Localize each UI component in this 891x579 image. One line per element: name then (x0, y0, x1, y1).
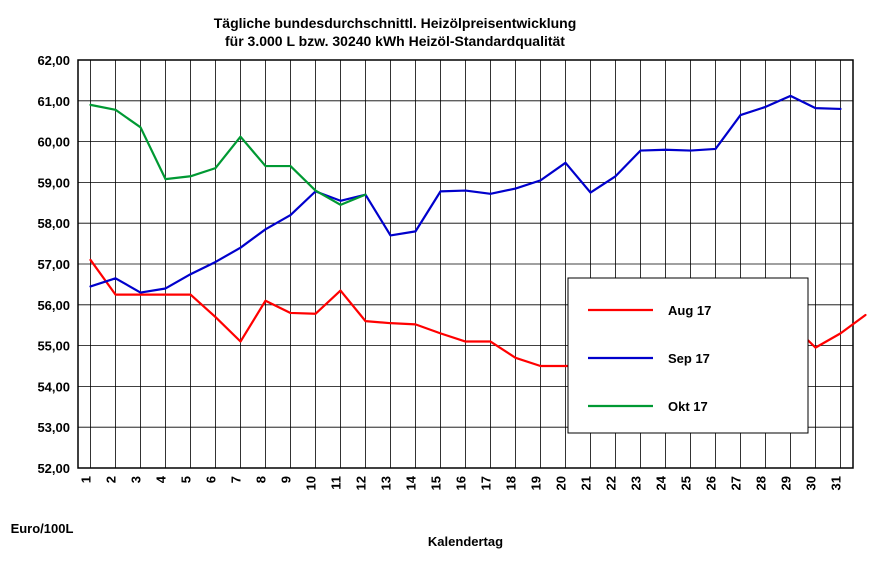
x-tick-label: 11 (329, 476, 344, 490)
legend-label: Aug 17 (668, 303, 711, 318)
x-axis-label: Kalendertag (428, 534, 503, 549)
x-tick-label: 20 (554, 476, 569, 490)
x-tick-label: 19 (529, 476, 544, 490)
x-tick-label: 15 (429, 476, 444, 490)
chart-svg: Tägliche bundesdurchschnittl. Heizölprei… (0, 0, 891, 579)
x-tick-label: 4 (154, 475, 169, 483)
x-tick-label: 29 (779, 476, 794, 490)
x-tick-label: 10 (304, 476, 319, 490)
x-tick-label: 28 (754, 476, 769, 490)
x-tick-label: 16 (454, 476, 469, 490)
x-tick-label: 18 (504, 476, 519, 490)
y-tick-label: 52,00 (37, 461, 70, 476)
x-tick-label: 24 (654, 475, 669, 490)
x-tick-label: 12 (354, 476, 369, 490)
x-tick-label: 8 (254, 476, 269, 483)
chart-container: Tägliche bundesdurchschnittl. Heizölprei… (0, 0, 891, 579)
x-tick-label: 1 (79, 476, 94, 483)
x-tick-label: 9 (279, 476, 294, 483)
x-tick-label: 3 (129, 476, 144, 483)
x-tick-label: 6 (204, 476, 219, 483)
x-tick-label: 25 (679, 476, 694, 490)
x-tick-label: 26 (704, 476, 719, 490)
chart-title-line2: für 3.000 L bzw. 30240 kWh Heizöl-Standa… (225, 33, 565, 49)
x-tick-label: 17 (479, 476, 494, 490)
x-tick-label: 5 (179, 476, 194, 483)
x-tick-label: 23 (629, 476, 644, 490)
x-tick-label: 2 (104, 476, 119, 483)
y-tick-label: 58,00 (37, 216, 70, 231)
y-tick-label: 55,00 (37, 339, 70, 354)
series-line (91, 105, 366, 205)
y-tick-label: 54,00 (37, 379, 70, 394)
legend-label: Okt 17 (668, 399, 708, 414)
y-tick-label: 56,00 (37, 298, 70, 313)
y-tick-label: 60,00 (37, 135, 70, 150)
chart-title-line1: Tägliche bundesdurchschnittl. Heizölprei… (214, 15, 577, 31)
x-tick-label: 27 (729, 476, 744, 490)
x-tick-label: 14 (404, 475, 419, 490)
x-tick-label: 31 (829, 476, 844, 490)
y-unit-label: Euro/100L (11, 521, 74, 536)
y-tick-label: 61,00 (37, 94, 70, 109)
x-tick-label: 21 (579, 476, 594, 490)
y-tick-label: 59,00 (37, 175, 70, 190)
x-tick-label: 13 (379, 476, 394, 490)
x-tick-label: 22 (604, 476, 619, 490)
y-tick-label: 62,00 (37, 53, 70, 68)
y-tick-label: 57,00 (37, 257, 70, 272)
x-tick-label: 30 (804, 476, 819, 490)
y-tick-label: 53,00 (37, 420, 70, 435)
legend-label: Sep 17 (668, 351, 710, 366)
x-tick-label: 7 (229, 476, 244, 483)
